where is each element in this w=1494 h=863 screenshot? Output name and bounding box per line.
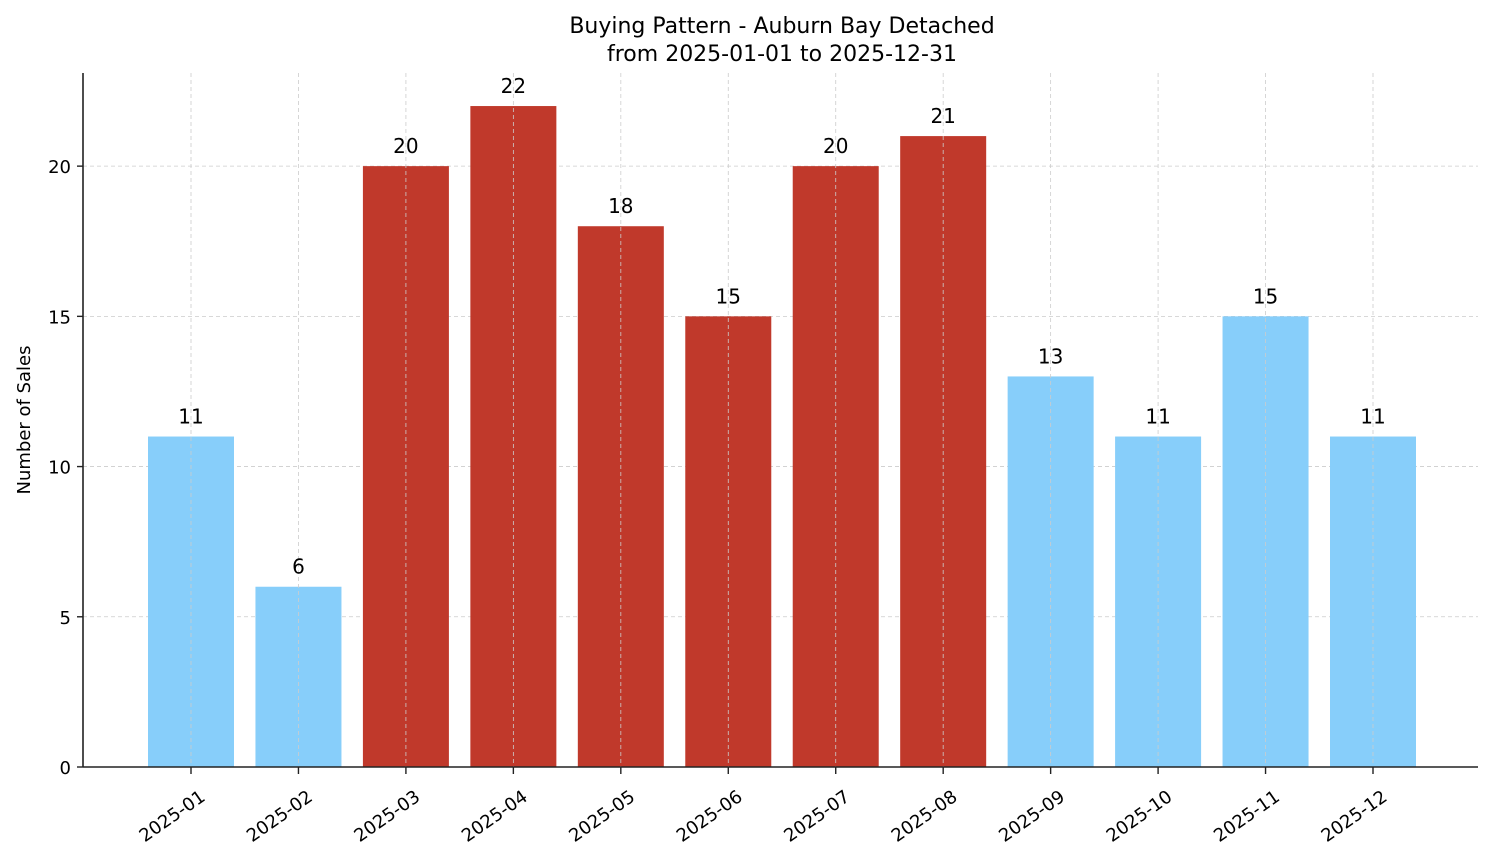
- bar-value-label: 15: [1253, 284, 1278, 308]
- bar-value-label: 11: [1145, 405, 1170, 429]
- x-tick-label: 2025-04: [458, 786, 532, 846]
- y-tick-label: 5: [60, 608, 71, 629]
- x-tick-label: 2025-10: [1103, 786, 1177, 846]
- x-tick-label: 2025-03: [350, 786, 424, 846]
- bar-value-label: 22: [501, 74, 526, 98]
- bar-value-label: 13: [1038, 344, 1063, 368]
- y-axis-label: Number of Sales: [14, 345, 35, 494]
- x-tick-label: 2025-08: [888, 786, 962, 846]
- chart-title: Buying Pattern - Auburn Bay Detached: [569, 14, 994, 39]
- bar-value-label: 11: [178, 405, 203, 429]
- bars: [148, 106, 1416, 768]
- bar-value-label: 15: [716, 284, 741, 308]
- bar-value-label: 20: [393, 134, 418, 158]
- x-tick-label: 2025-11: [1210, 786, 1284, 846]
- bar-value-label: 18: [608, 194, 633, 218]
- bar-value-label: 21: [930, 104, 955, 128]
- y-tick-label: 15: [48, 307, 71, 328]
- x-tick-label: 2025-02: [243, 786, 317, 846]
- x-tick-label: 2025-01: [136, 786, 210, 846]
- x-tick-label: 2025-09: [995, 786, 1069, 846]
- x-tick-label: 2025-07: [780, 786, 854, 846]
- x-ticks: 2025-01 2025-02 2025-03 2025-04 2025-05 2025-…: [136, 767, 1392, 847]
- y-ticks: 0 5 10 15 20: [48, 157, 83, 779]
- x-tick-label: 2025-12: [1318, 786, 1392, 846]
- y-tick-label: 0: [60, 758, 71, 779]
- bar-2025-04: [470, 106, 557, 768]
- axes: [82, 73, 1478, 768]
- chart-subtitle: from 2025-01-01 to 2025-12-31: [607, 42, 957, 67]
- bar-value-label: 6: [292, 555, 305, 579]
- y-tick-label: 10: [48, 458, 71, 479]
- x-tick-label: 2025-05: [565, 786, 639, 846]
- bar-value-label: 20: [823, 134, 848, 158]
- x-tick-label: 2025-06: [673, 786, 747, 846]
- bar-value-label: 11: [1360, 405, 1385, 429]
- data-labels: 11 6 20 22 18 15 20 21 13 11 15 11: [178, 74, 1385, 579]
- y-tick-label: 20: [48, 157, 71, 178]
